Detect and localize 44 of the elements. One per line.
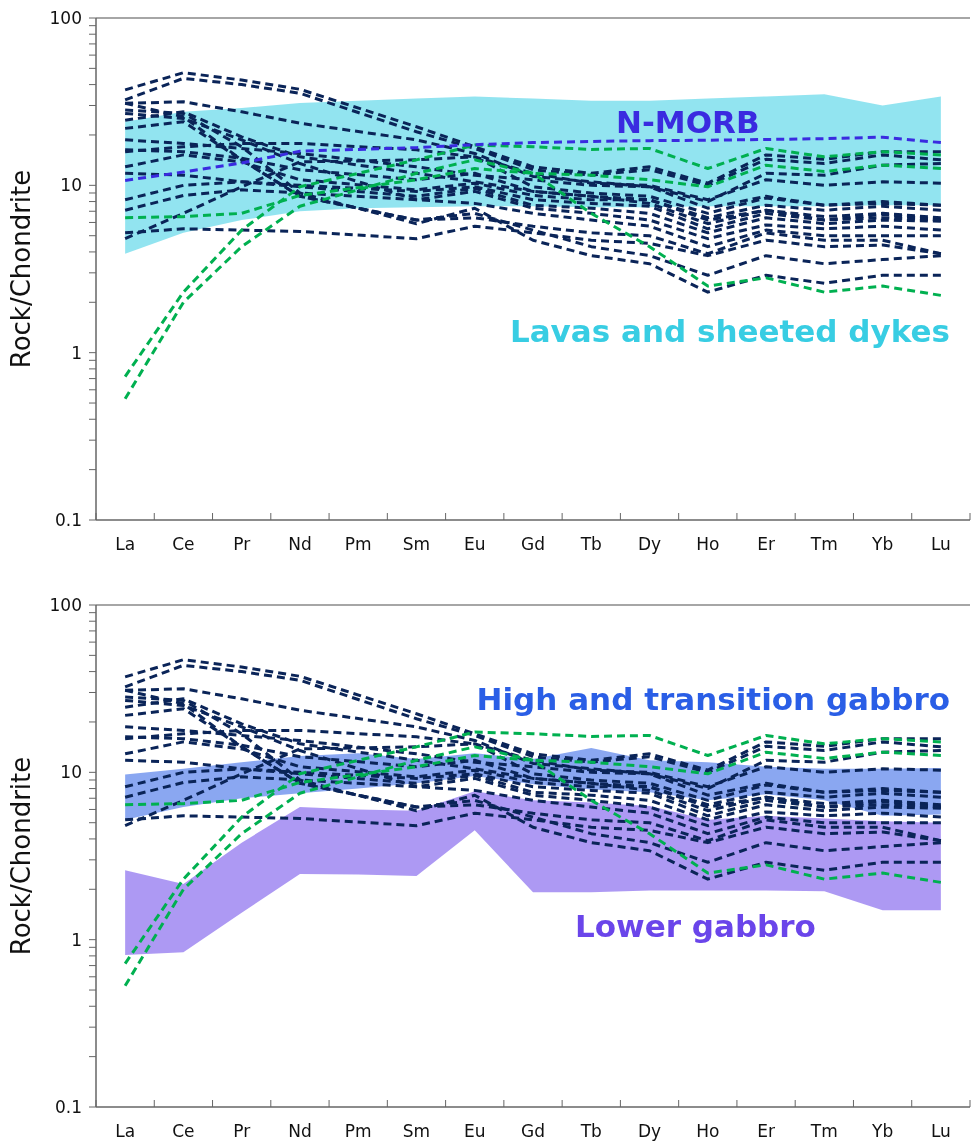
y-tick-label: 0.1 [54,1096,82,1117]
x-tick-label: La [115,534,136,554]
x-tick-label: Lu [930,534,951,554]
x-tick-label: Sm [402,1121,431,1141]
y-axis-title: Rock/Chondrite [6,756,36,956]
x-tick-label: Dy [637,534,662,554]
x-tick-label: Yb [871,1121,894,1141]
legend-label: Lavas and sheeted dykes [509,313,950,349]
y-tick-label: 1 [71,342,82,363]
x-tick-label: Pm [344,534,372,554]
y-tick-label: 100 [49,594,82,615]
x-tick-label: Er [757,1121,775,1141]
x-tick-label: Ho [696,1121,720,1141]
x-tick-label: Yb [871,534,894,554]
x-tick-label: Dy [637,1121,662,1141]
y-tick-label: 100 [49,7,82,28]
y-tick-label: 10 [60,762,82,783]
x-tick-label: Lu [930,1121,951,1141]
x-tick-label: Er [757,534,775,554]
x-tick-label: La [115,1121,136,1141]
x-tick-label: Tm [809,1121,838,1141]
y-axis-title: Rock/Chondrite [6,169,36,369]
y-tick-label: 0.1 [54,509,82,530]
x-tick-label: Pr [233,1121,251,1141]
x-tick-label: Tb [579,1121,602,1141]
x-tick-label: Eu [463,534,486,554]
x-tick-label: Tb [579,534,602,554]
legend-label: Lower gabbro [575,908,816,944]
x-tick-label: Gd [521,1121,545,1141]
y-tick-label: 1 [71,929,82,950]
legend-label: High and transition gabbro [476,681,950,717]
x-tick-label: Ce [172,1121,195,1141]
x-tick-label: Pm [344,1121,372,1141]
x-tick-label: Nd [288,1121,312,1141]
x-tick-label: Ce [172,534,195,554]
y-tick-label: 10 [60,175,82,196]
x-tick-label: Pr [233,534,251,554]
x-tick-label: Gd [521,534,545,554]
series-label: N-MORB [616,104,760,140]
x-tick-label: Nd [288,534,312,554]
x-tick-label: Ho [696,534,720,554]
x-tick-label: Tm [809,534,838,554]
x-tick-label: Sm [402,534,431,554]
x-tick-label: Eu [463,1121,486,1141]
